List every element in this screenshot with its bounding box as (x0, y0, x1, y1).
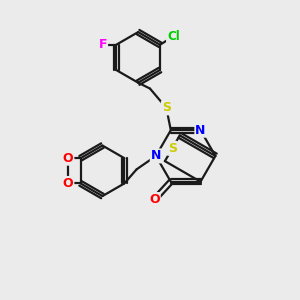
Text: Cl: Cl (167, 30, 180, 43)
Text: N: N (195, 124, 206, 137)
Text: O: O (63, 152, 74, 165)
Text: S: S (162, 101, 171, 114)
Text: N: N (151, 149, 161, 162)
Text: F: F (99, 38, 107, 51)
Text: O: O (149, 193, 160, 206)
Text: S: S (168, 142, 177, 155)
Text: O: O (63, 177, 74, 190)
